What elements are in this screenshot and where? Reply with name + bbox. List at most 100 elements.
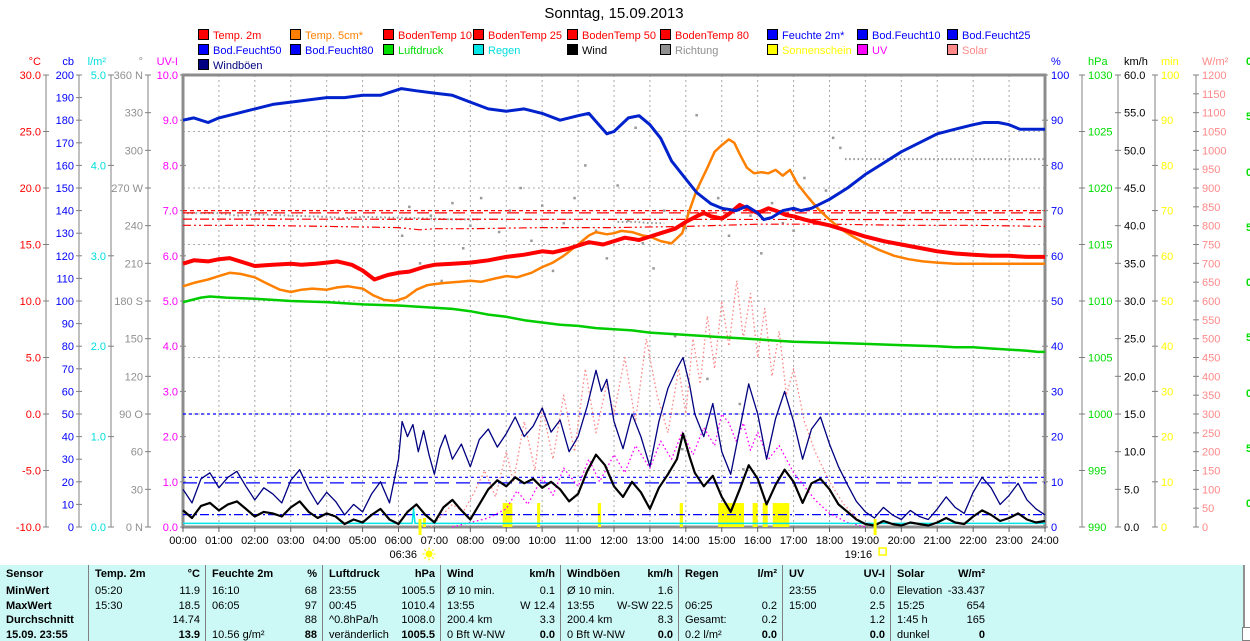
temp-axis-tick-label: -10.0 [16, 522, 41, 534]
solar-axis-tick-label: 800 [1202, 221, 1220, 233]
legend-marker [767, 29, 778, 40]
table-row: 88 [206, 614, 323, 628]
legend-label: Bod.Feucht80 [305, 45, 374, 57]
row-label: MaxWert [6, 599, 52, 612]
wind-axis-tick-label: 25.0 [1124, 334, 1145, 346]
sunshine-bar [537, 503, 541, 527]
cell-label: 0 Bft W-NW [447, 628, 505, 641]
table-row: Ø 10 min. 1.6 [561, 585, 679, 599]
temp-axis-tick-label: 5.0 [26, 353, 41, 365]
legend-item-windb-en: Windböen [198, 59, 263, 72]
wind-direction-dot [530, 239, 533, 243]
uv-axis-tick-label: 4.0 [163, 341, 178, 353]
solar-axis-tick-label: 0 [1202, 522, 1208, 534]
legend-label: BodenTemp 10 [398, 30, 472, 42]
solar-axis-tick-label: 650 [1202, 277, 1220, 289]
wind-axis-tick-label: 15.0 [1124, 409, 1145, 421]
table-row: 06:05 97 [206, 600, 323, 614]
table-row: 200.4 km 8.3 [561, 614, 679, 628]
x-tick-label: 05:00 [349, 535, 377, 547]
uv-axis-unit-label: UV-I [157, 56, 178, 68]
cell-label: 15:30 [95, 599, 123, 612]
cell-label: 16:10 [212, 585, 240, 597]
wind-direction-dot [760, 252, 763, 255]
table-column-sensor: Sensor MinWert MaxWert Durchschnitt 15.09. 2… [0, 565, 88, 641]
rain-axis-tick-label: 2.0 [91, 341, 106, 353]
table-row: Elevation -33.437 [891, 585, 991, 599]
uv-axis-tick-label: 5.0 [163, 296, 178, 308]
wind-axis-tick-label: 20.0 [1124, 371, 1145, 383]
x-tick-label: 11:00 [565, 535, 592, 547]
cell-label: 200.4 km [567, 614, 613, 626]
direction-axis-tick-label: 300 [125, 145, 143, 157]
solar-axis-tick-label: 350 [1202, 390, 1220, 402]
soilmoisture-axis-tick-label: 160 [56, 160, 74, 172]
sunshine-axis-tick-label: 80 [1161, 160, 1173, 172]
table-header: Solar W/m² [891, 568, 991, 582]
x-tick-label: 01:00 [205, 535, 233, 547]
wind-direction-dot [641, 242, 645, 245]
pressure-axis-unit-label: hPa [1088, 56, 1108, 68]
cell-label: 13:55 [447, 599, 475, 612]
solar-axis-tick-label: 50 [1202, 503, 1214, 515]
x-tick-label: 09:00 [492, 535, 520, 547]
table-row: ^0.8hPa/h 1008.0 [323, 614, 441, 628]
cell-value: W-SW 22.5 [616, 599, 673, 612]
table-column-regen: Regen l/m² 06:25 0.2 Gesamt: 0.2 0.2 l/m² 0.0 [678, 565, 783, 641]
table-header: UV UV-I [783, 568, 891, 582]
soilmoisture-axis-tick-label: 200 [56, 70, 74, 82]
wind-direction-dot [738, 402, 742, 406]
wind-axis-unit-label: km/h [1124, 56, 1148, 68]
table-row: 200.4 km 3.3 [441, 614, 561, 628]
uv-axis-tick-label: 7.0 [163, 206, 178, 218]
wind-direction-dot [573, 196, 576, 200]
solar-axis-tick-label: 550 [1202, 315, 1220, 327]
solar-axis-tick-label: 900 [1202, 183, 1220, 195]
cell-label: ^0.8hPa/h [329, 614, 379, 626]
column-unit: °C [187, 568, 200, 580]
legend-item-bod-feucht50: Bod.Feucht50 [198, 44, 282, 57]
humidity-axis-tick-label: 40 [1051, 341, 1063, 353]
table-row: Gesamt: 0.2 [679, 614, 783, 628]
legend-label: Temp. 5cm* [305, 30, 364, 42]
humidity-axis-tick-label: 50 [1051, 296, 1063, 308]
cell-label: 15:25 [897, 599, 925, 612]
column-unit: UV-I [863, 568, 885, 580]
legend-label: Feuchte 2m* [782, 30, 845, 42]
table-row: Ø 10 min. 0.1 [441, 585, 561, 599]
resize-grip[interactable] [1242, 627, 1250, 641]
legend-label: Regen [488, 45, 521, 57]
sunshine-axis-tick-label: 40 [1161, 341, 1173, 353]
humidity-axis-tick-label: 80 [1051, 160, 1063, 172]
direction-axis-tick-label: 150 [125, 334, 143, 346]
series-temp-5cm [182, 138, 1045, 303]
cell-label: Gesamt: [685, 614, 727, 626]
wind-axis-tick-label: 55.0 [1124, 108, 1145, 120]
cell-value: 0.1 [539, 585, 555, 597]
row-label: MinWert [6, 585, 50, 597]
wind-direction-dot [497, 230, 501, 234]
legend-marker [567, 44, 578, 55]
table-row: MinWert [0, 585, 88, 599]
legend-item-luftdruck: Luftdruck [383, 44, 443, 57]
x-tick-label: 13:00 [636, 535, 664, 547]
uv-axis-tick-label: 3.0 [163, 386, 178, 398]
cell-value: 97 [304, 599, 317, 612]
table-row: 1.2 [783, 614, 891, 628]
x-tick-label: 16:00 [744, 535, 772, 547]
table-row: 14.74 [89, 614, 206, 628]
table-row: 0.2 l/m² 0.0 [679, 629, 783, 641]
cell-value: 0.0 [657, 628, 673, 641]
cell-label: dunkel [897, 628, 930, 641]
x-tick-label: 07:00 [421, 535, 449, 547]
column-unit: l/m² [757, 568, 777, 580]
table-header: Wind km/h [441, 568, 561, 582]
sunshine-axis-tick-label: 20 [1161, 432, 1173, 444]
legend-label: Windböen [213, 60, 263, 72]
table-row: 23:55 0.0 [783, 585, 891, 599]
legend-marker [290, 29, 301, 40]
column-title: Luftdruck [329, 568, 380, 580]
x-tick-label: 00:00 [169, 535, 197, 547]
cell-value: 8.3 [657, 614, 673, 626]
